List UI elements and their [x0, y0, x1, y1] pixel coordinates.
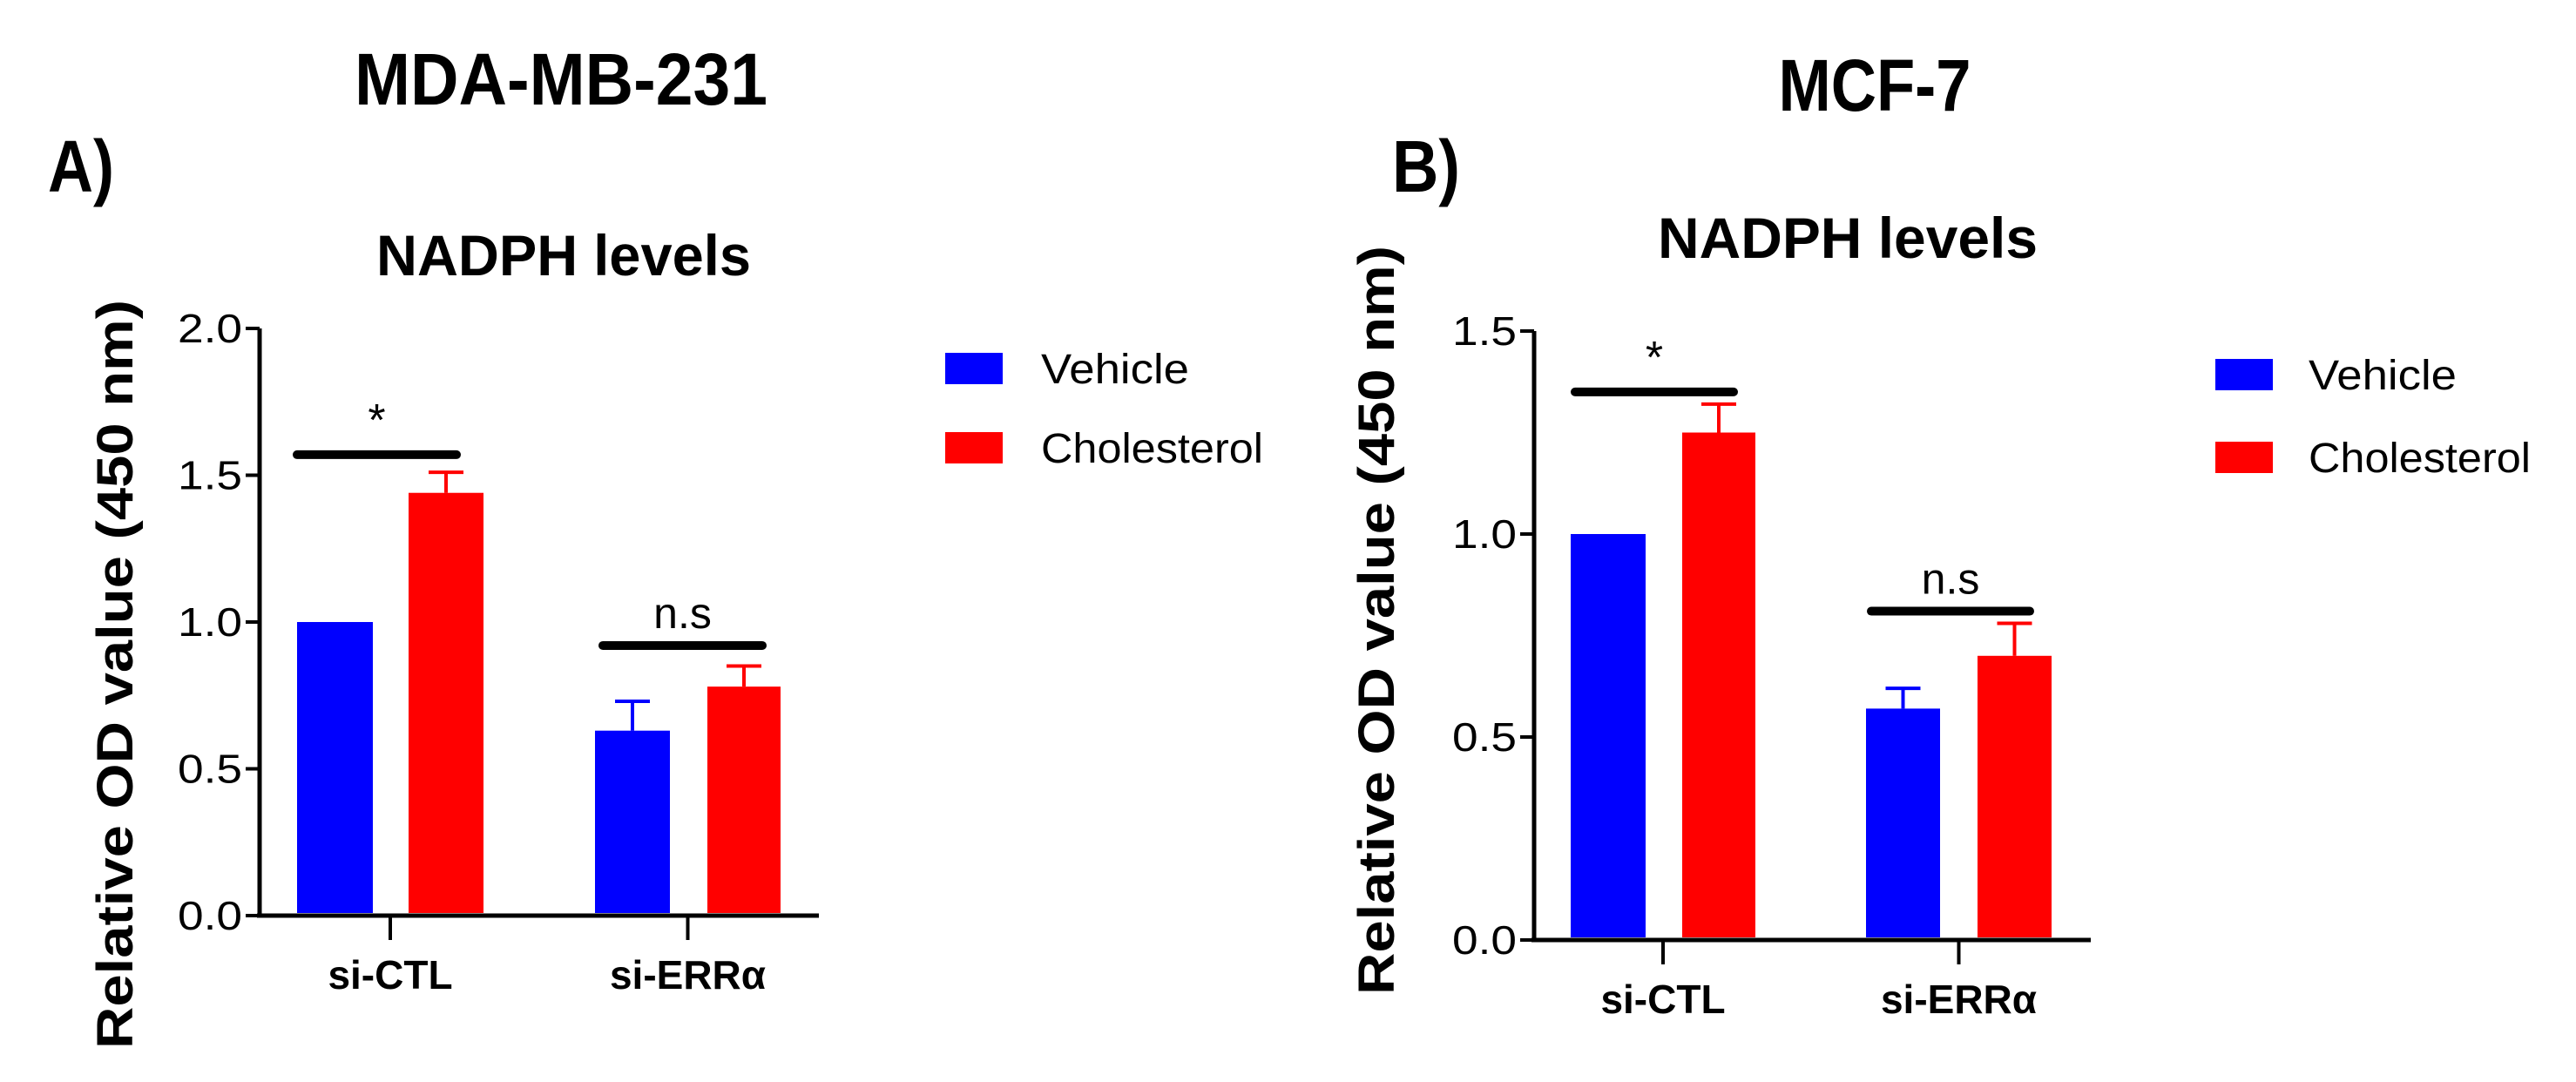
panel-b-label: B)	[1392, 125, 1460, 207]
bar-vehicle	[1571, 534, 1646, 937]
panel-a-title: NADPH levels	[376, 223, 751, 287]
legend-label-vehicle: Vehicle	[2309, 353, 2457, 399]
bar-vehicle	[297, 622, 373, 913]
x-tick-label: si-CTL	[328, 952, 452, 997]
significance-ns: n.s	[653, 589, 712, 638]
panel-a-cell-line: MDA-MB-231	[355, 38, 767, 120]
x-tick-label: si-ERRα	[1881, 977, 2037, 1022]
bar-cholesterol	[1682, 432, 1755, 937]
panel-a-ylabel: Relative OD value (450 nm)	[87, 300, 144, 1049]
bar-vehicle	[1866, 708, 1940, 937]
legend-swatch-cholesterol	[945, 432, 1003, 463]
panel-a-plot: 0.0 0.5 1.0 1.5 2.0 si-CTL si-ERRα * n.s Vehicle C…	[178, 306, 1263, 997]
bar-cholesterol	[707, 686, 781, 913]
x-tick-label: si-CTL	[1600, 977, 1725, 1022]
significance-ns: n.s	[1922, 555, 1980, 604]
y-tick-label: 2.0	[178, 306, 242, 351]
y-tick-label: 0.5	[1452, 714, 1517, 760]
panel-b-ylabel: Relative OD value (450 nm)	[1349, 246, 1405, 995]
y-tick-label: 1.0	[178, 599, 242, 645]
legend-label-cholesterol: Cholesterol	[2309, 436, 2531, 482]
legend-swatch-vehicle	[945, 353, 1003, 384]
y-tick-label: 0.5	[178, 747, 242, 792]
legend-label-cholesterol: Cholesterol	[1041, 426, 1263, 472]
legend-swatch-cholesterol	[2215, 442, 2273, 473]
y-tick-label: 0.0	[178, 893, 242, 938]
panel-b-plot: 0.0 0.5 1.0 1.5 si-CTL si-ERRα * n.s Vehicle Chol…	[1452, 308, 2531, 1022]
y-tick-label: 1.5	[178, 453, 242, 498]
x-tick-label: si-ERRα	[610, 952, 766, 997]
panel-b-title: NADPH levels	[1658, 206, 2038, 270]
panel-a-label: A)	[48, 125, 114, 207]
significance-star: *	[1646, 333, 1663, 383]
bar-vehicle	[595, 730, 670, 913]
significance-star: *	[368, 396, 385, 446]
panel-b-cell-line: MCF-7	[1779, 44, 1971, 126]
bar-cholesterol	[1978, 655, 2052, 937]
legend-swatch-vehicle	[2215, 359, 2273, 390]
y-tick-label: 1.0	[1452, 511, 1517, 557]
bar-cholesterol	[409, 492, 483, 913]
y-tick-label: 1.5	[1452, 308, 1517, 354]
y-tick-label: 0.0	[1452, 917, 1517, 963]
legend-label-vehicle: Vehicle	[1041, 347, 1189, 393]
